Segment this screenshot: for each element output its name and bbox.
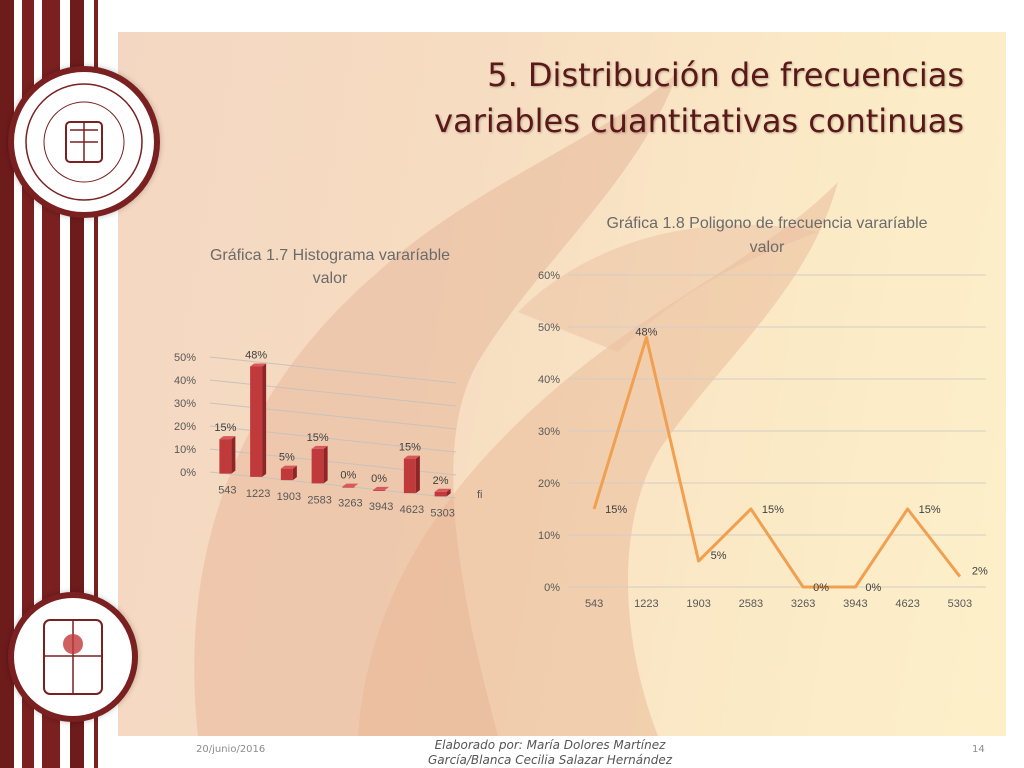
decor-stripe [84, 0, 94, 768]
data-label: 48% [245, 349, 267, 361]
x-tick-label: 1223 [246, 488, 270, 500]
x-tick-label: 2583 [307, 494, 331, 506]
x-tick-label: 4623 [400, 504, 424, 516]
y-tick-label: 60% [538, 270, 560, 282]
y-tick-label: 30% [174, 398, 196, 410]
x-tick-label: 3943 [843, 598, 867, 610]
series-line [592, 335, 962, 589]
footer-author: Elaborado por: María Dolores Martínez Ga… [400, 738, 700, 768]
x-axis-ticks: 543 1223 1903 2583 3263 3943 4623 5303 [585, 598, 972, 610]
data-label: 2% [433, 475, 449, 487]
data-label: 15% [307, 432, 329, 444]
x-tick-label: 4623 [895, 598, 919, 610]
footer-author-line: Elaborado por: María Dolores Martínez [434, 738, 666, 752]
y-tick-label: 40% [174, 375, 196, 387]
data-labels: 15% 48% 5% 15% 0% 0% 15% 2% [605, 326, 988, 594]
data-label: 5% [279, 452, 295, 464]
data-label: 5% [711, 550, 727, 562]
bar [342, 483, 359, 488]
chart-title: Gráfica 1.7 Histograma vararíable valor [210, 247, 450, 287]
bar [280, 465, 297, 481]
bar [219, 436, 236, 474]
data-label: 2% [972, 566, 988, 578]
chart-title-line: valor [313, 270, 348, 287]
footer-author-line: García/Blanca Cecilia Salazar Hernández [428, 753, 672, 767]
bar [250, 363, 267, 477]
y-axis-ticks: 0% 10% 20% 30% 40% 50% 60% [538, 270, 560, 594]
x-tick-label: 1903 [686, 598, 710, 610]
x-tick-label: 543 [585, 598, 603, 610]
y-tick-label: 50% [538, 322, 560, 334]
data-label: 15% [919, 504, 941, 516]
x-tick-label: 5303 [948, 598, 972, 610]
y-axis-ticks: 0% 10% 20% 30% 40% 50% [174, 352, 196, 479]
x-tick-label: 3943 [369, 501, 393, 513]
y-tick-label: 0% [544, 582, 560, 594]
data-label: 48% [635, 326, 657, 338]
y-tick-label: 30% [538, 426, 560, 438]
y-tick-label: 50% [174, 352, 196, 364]
chart-title-line: valor [750, 239, 785, 256]
footer-date: 20/junio/2016 [196, 744, 266, 755]
chart-gridlines [568, 274, 986, 588]
bar [311, 445, 328, 484]
data-label: 15% [762, 504, 784, 516]
histogram-chart: Gráfica 1.7 Histograma vararíable valor 0… [174, 247, 483, 520]
x-tick-label: 3263 [791, 598, 815, 610]
data-labels: 15% 48% 5% 15% 0% 0% 15% 2% [214, 349, 448, 486]
gridline [209, 379, 457, 407]
data-label: 0% [371, 473, 387, 485]
y-tick-label: 0% [180, 467, 196, 479]
decor-stripe [0, 0, 14, 768]
chart-title: Gráfica 1.8 Poligono de frecuencia varar… [606, 215, 927, 256]
x-axis-ticks: 543 1223 1903 2583 3263 3943 4623 5303 [218, 485, 455, 520]
title-line: variables cuantitativas continuas [434, 102, 964, 140]
data-label: 15% [214, 422, 236, 434]
bar [403, 455, 420, 494]
bar [373, 486, 390, 491]
y-tick-label: 10% [174, 444, 196, 456]
x-tick-label: 543 [218, 485, 236, 497]
x-tick-label: 2583 [739, 598, 763, 610]
decor-stripe [14, 0, 22, 768]
decor-stripe [60, 0, 70, 768]
data-label: 0% [340, 470, 356, 482]
chart-title-line: Gráfica 1.8 Poligono de frecuencia varar… [606, 215, 927, 232]
x-tick-label: 5303 [430, 507, 454, 519]
data-label: 0% [865, 582, 881, 594]
decor-stripe [94, 0, 98, 768]
x-tick-label: 1223 [634, 598, 658, 610]
chart-title-line: Gráfica 1.7 Histograma vararíable [210, 247, 450, 264]
x-tick-label: 3263 [338, 498, 362, 510]
content-panel [118, 32, 1006, 736]
data-label: 15% [605, 504, 627, 516]
bar [434, 488, 451, 497]
y-tick-label: 40% [538, 374, 560, 386]
frequency-polygon-chart: Gráfica 1.8 Poligono de frecuencia varar… [538, 215, 988, 610]
page-number: 14 [972, 744, 985, 755]
gridline [209, 356, 457, 384]
university-seal-icon [8, 66, 160, 218]
y-tick-label: 20% [538, 478, 560, 490]
icea-seal-icon [8, 592, 138, 722]
x-tick-label: 1903 [277, 491, 301, 503]
y-tick-label: 20% [174, 421, 196, 433]
data-label: 0% [813, 582, 829, 594]
slide-title: 5. Distribución de frecuencias variables… [264, 52, 964, 144]
y-tick-label: 10% [538, 530, 560, 542]
decor-stripe [34, 0, 42, 768]
bars [219, 363, 451, 497]
legend-entry: fi [477, 489, 483, 501]
gridline [209, 402, 457, 430]
data-label: 15% [399, 442, 421, 454]
title-line: 5. Distribución de frecuencias [487, 56, 964, 94]
